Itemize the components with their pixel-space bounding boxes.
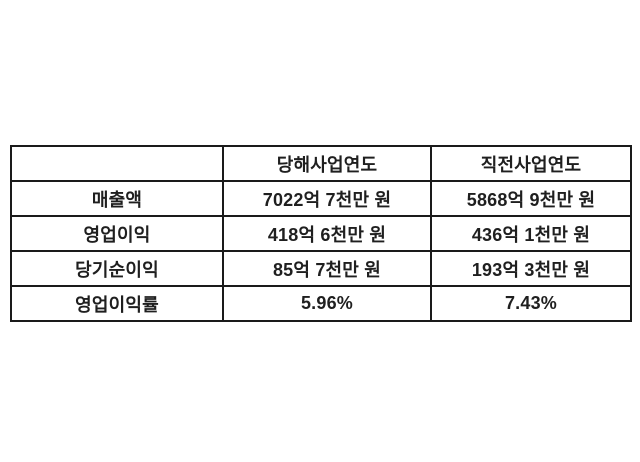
row-label-revenue: 매출액 <box>10 180 224 217</box>
net-income-current-value: 85억 7천만 원 <box>222 250 432 287</box>
operating-profit-previous-value: 436억 1천만 원 <box>430 215 632 252</box>
table-row-net-income: 당기순이익 85억 7천만 원 193억 3천만 원 <box>10 250 632 287</box>
row-label-net-income: 당기순이익 <box>10 250 224 287</box>
operating-profit-current-value: 418억 6천만 원 <box>222 215 432 252</box>
table-row-operating-margin: 영업이익률 5.96% 7.43% <box>10 285 632 322</box>
operating-margin-current-value: 5.96% <box>222 285 432 322</box>
revenue-previous-value: 5868억 9천만 원 <box>430 180 632 217</box>
revenue-current-value: 7022억 7천만 원 <box>222 180 432 217</box>
operating-margin-previous-value: 7.43% <box>430 285 632 322</box>
header-current-fiscal-year: 당해사업연도 <box>222 145 432 182</box>
header-previous-fiscal-year: 직전사업연도 <box>430 145 632 182</box>
table-row-operating-profit: 영업이익 418억 6천만 원 436억 1천만 원 <box>10 215 632 252</box>
table-row-revenue: 매출액 7022억 7천만 원 5868억 9천만 원 <box>10 180 632 217</box>
row-label-operating-margin: 영업이익률 <box>10 285 224 322</box>
financial-summary-table: 당해사업연도 직전사업연도 매출액 7022억 7천만 원 5868억 9천만 … <box>10 145 632 322</box>
row-label-operating-profit: 영업이익 <box>10 215 224 252</box>
header-row: 당해사업연도 직전사업연도 <box>10 145 632 182</box>
header-empty-cell <box>10 145 224 182</box>
net-income-previous-value: 193억 3천만 원 <box>430 250 632 287</box>
